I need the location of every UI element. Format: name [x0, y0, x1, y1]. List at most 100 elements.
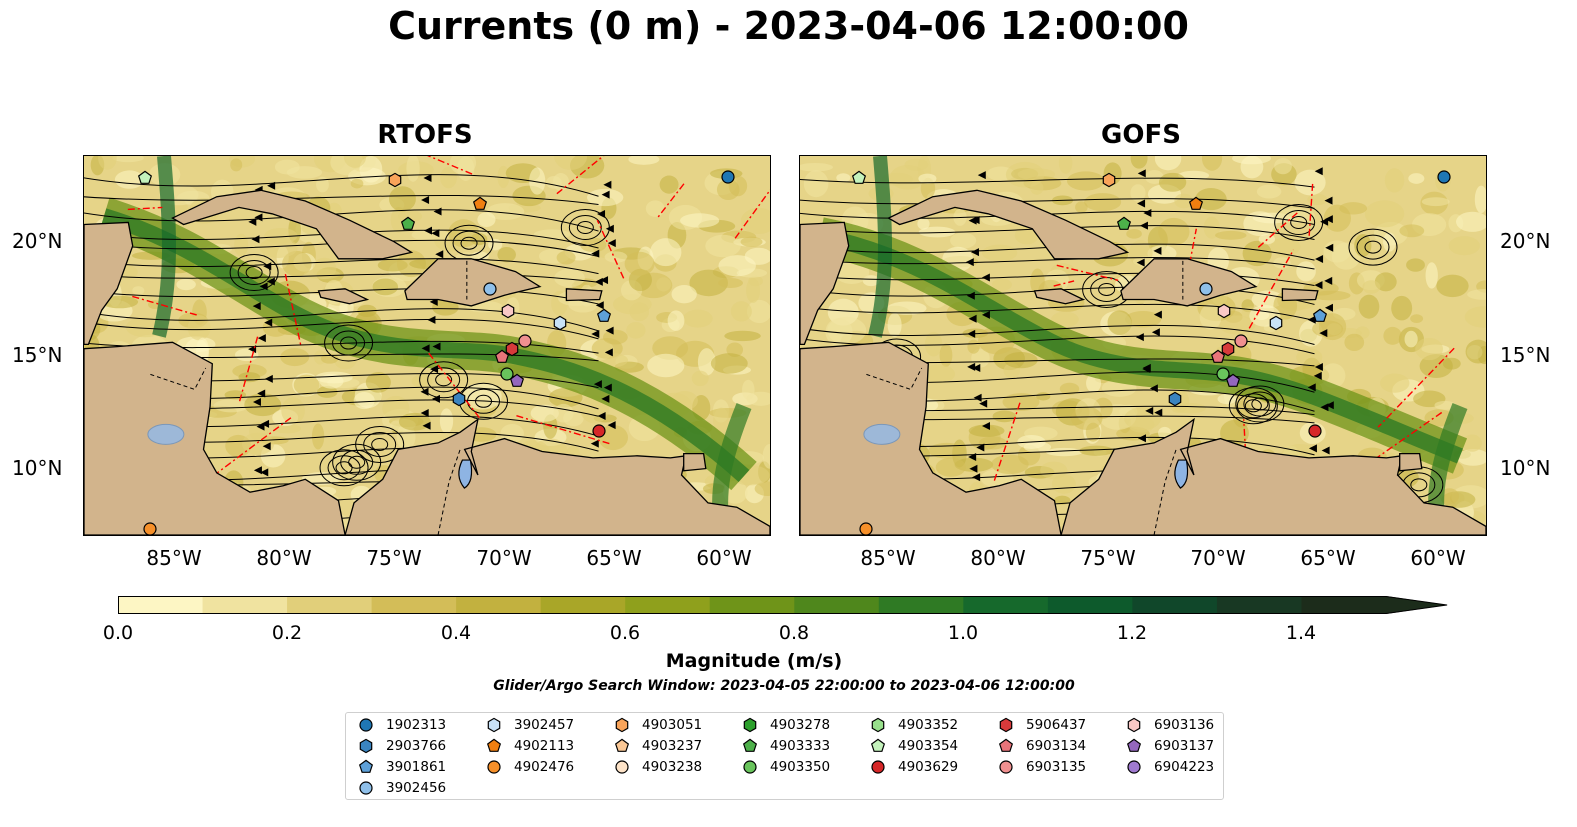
- magnitude-patch: [1358, 294, 1380, 319]
- magnitude-patch: [1344, 333, 1365, 352]
- streamline-arrow: [431, 229, 440, 238]
- magnitude-patch: [1323, 240, 1351, 263]
- magnitude-patch: [500, 424, 524, 443]
- magnitude-patch: [904, 158, 929, 171]
- eddy-streamline: [319, 449, 369, 487]
- eez-boundary: [1186, 228, 1198, 279]
- streamline-arrow: [981, 422, 990, 431]
- eddy-streamline: [1356, 234, 1390, 260]
- land-yucatan: [800, 221, 850, 346]
- legend-marker: [742, 738, 758, 752]
- hexagon-marker-icon: [487, 717, 501, 733]
- streamline-arrow: [261, 419, 270, 428]
- yucatan-current: [152, 156, 176, 338]
- colorbar-segment: [456, 596, 542, 614]
- magnitude-patch: [1199, 304, 1222, 330]
- legend-label: 1902313: [386, 717, 447, 733]
- magnitude-patch: [497, 246, 516, 263]
- streamline-arrow: [1307, 383, 1316, 392]
- eez-boundary: [1056, 264, 1119, 281]
- magnitude-patch: [1391, 295, 1413, 321]
- colorbar-tick: 0.8: [778, 622, 810, 644]
- legend-label: 6904223: [1154, 759, 1215, 775]
- magnitude-patch: [827, 316, 867, 345]
- magnitude-patch: [918, 173, 937, 184]
- magnitude-patch: [1421, 197, 1450, 207]
- legend-label: 3902456: [386, 780, 447, 796]
- magnitude-patch: [1058, 156, 1073, 174]
- streamline-arrow: [1137, 169, 1146, 178]
- eez-boundary: [656, 183, 685, 219]
- magnitude-patch: [647, 353, 685, 378]
- legend-label: 4902476: [514, 759, 575, 775]
- magnitude-patch: [1045, 447, 1083, 457]
- lon-tick: 65°W: [1300, 546, 1356, 570]
- lon-tick: 75°W: [366, 546, 422, 570]
- magnitude-patch: [1474, 185, 1486, 214]
- magnitude-patch: [604, 251, 628, 263]
- magnitude-patch: [316, 176, 329, 193]
- streamline-arrow: [597, 412, 606, 421]
- magnitude-patch: [1408, 173, 1425, 184]
- magnitude-patch: [1410, 314, 1424, 324]
- streamline-arrow: [1308, 444, 1317, 453]
- eddy-streamline: [452, 230, 486, 256]
- streamline-arrow: [600, 276, 609, 285]
- magnitude-patch: [602, 329, 628, 345]
- streamline-arrow: [1321, 446, 1330, 455]
- colorbar-tick: 1.4: [1285, 622, 1317, 644]
- streamline-arrow: [1314, 167, 1323, 176]
- streamline-arrow: [1136, 258, 1145, 267]
- land-cuba: [171, 189, 414, 260]
- magnitude-patch: [1215, 230, 1247, 240]
- magnitude-patch: [432, 298, 459, 316]
- eddy-streamline: [1282, 209, 1316, 235]
- magnitude-patch: [244, 393, 282, 417]
- magnitude-patch: [365, 372, 391, 393]
- eddy-streamline: [427, 367, 461, 393]
- float-marker-1902313: [1437, 170, 1451, 184]
- lon-tick: 60°W: [696, 546, 752, 570]
- streamline-arrow: [1151, 328, 1160, 337]
- float-marker-3902457: [553, 315, 567, 331]
- country-border: [866, 367, 923, 391]
- magnitude-patch: [1256, 184, 1282, 199]
- lake-nicaragua: [863, 423, 901, 445]
- legend-marker: [358, 759, 374, 773]
- magnitude-patch: [1384, 168, 1405, 193]
- legend-marker: [486, 738, 502, 752]
- float-marker-4903629: [592, 424, 606, 438]
- streamline-arrow: [1319, 329, 1328, 338]
- magnitude-patch: [746, 278, 761, 303]
- legend-marker: [871, 717, 885, 733]
- eez-boundary: [212, 417, 292, 477]
- streamline-arrow: [248, 217, 257, 226]
- streamline-arrow: [968, 452, 977, 461]
- magnitude-patch: [234, 233, 249, 257]
- legend-item: 6903135: [998, 757, 1086, 777]
- streamline-arrow: [432, 342, 441, 351]
- magnitude-patch: [1126, 228, 1142, 239]
- float-marker-6903137: [509, 373, 525, 387]
- magnitude-patch: [1296, 348, 1323, 366]
- land-south-america: [1060, 417, 1486, 535]
- magnitude-patch: [545, 176, 562, 189]
- magnitude-patch: [388, 186, 416, 212]
- colorbar-tick: 0.2: [271, 622, 303, 644]
- magnitude-patch: [650, 238, 682, 267]
- magnitude-patch: [924, 331, 943, 357]
- streamline-arrow: [1314, 281, 1323, 290]
- streamline-arrow: [420, 409, 429, 418]
- streamline-arrow: [421, 195, 430, 204]
- legend-item: 4902476: [486, 757, 574, 777]
- magnitude-patch: [1130, 156, 1148, 169]
- lake-maracaibo: [458, 459, 473, 489]
- magnitude-patch: [440, 166, 457, 189]
- streamline-arrow: [976, 443, 985, 452]
- legend-item: 6904223: [1126, 757, 1214, 777]
- panel-title-rtofs: RTOFS: [377, 120, 473, 150]
- streamline-arrow: [427, 315, 436, 324]
- legend-label: 2903766: [386, 738, 447, 754]
- magnitude-patch: [1059, 382, 1080, 395]
- colorbar-outline: [118, 596, 1448, 614]
